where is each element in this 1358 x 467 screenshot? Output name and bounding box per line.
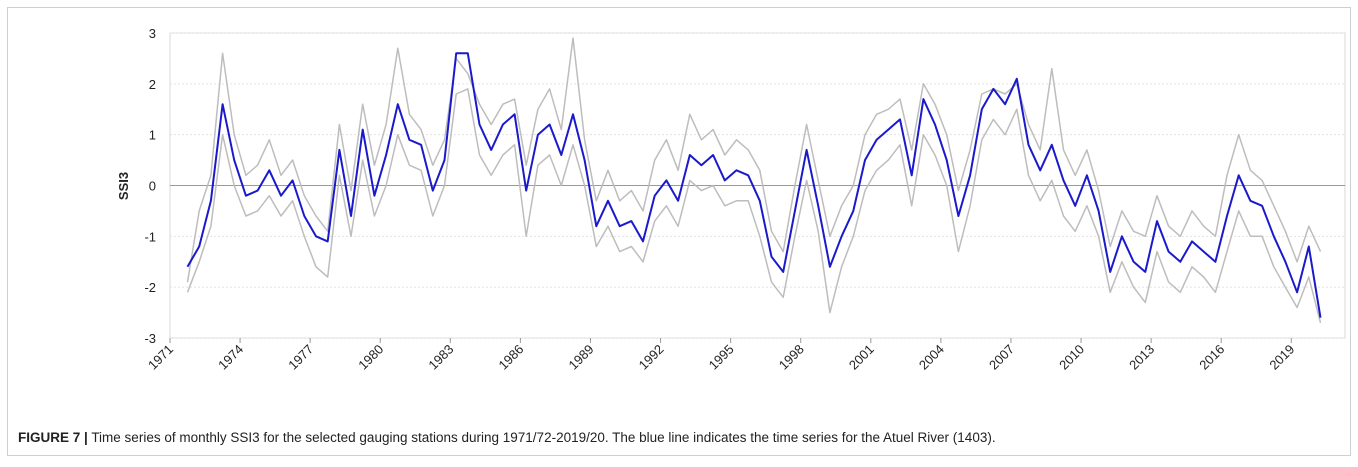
- y-tick-label: 3: [149, 26, 156, 41]
- figure-frame: [7, 7, 1351, 456]
- x-tick-label: 1980: [355, 342, 386, 373]
- y-tick-label: -1: [144, 229, 156, 244]
- caption-text: Time series of monthly SSI3 for the sele…: [91, 430, 995, 445]
- y-tick-label: 1: [149, 128, 156, 143]
- x-tick-label: 1989: [566, 342, 597, 373]
- y-tick-label: -3: [144, 331, 156, 346]
- x-tick-label: 2007: [986, 342, 1017, 373]
- x-tick-label: 2019: [1266, 342, 1297, 373]
- series-line: [186, 52, 1322, 318]
- x-tick-label: 1974: [215, 342, 246, 373]
- x-tick-label: 2010: [1056, 342, 1087, 373]
- x-tick-label: 1998: [776, 342, 807, 373]
- y-tick-label: 0: [149, 179, 156, 194]
- x-tick-label: 1992: [636, 342, 667, 373]
- y-tick-label: 2: [149, 77, 156, 92]
- caption: FIGURE 7 | Time series of monthly SSI3 f…: [18, 430, 996, 445]
- caption-label: FIGURE 7 |: [18, 430, 88, 445]
- x-tick-label: 1977: [285, 342, 316, 373]
- series-line: [186, 37, 1322, 283]
- y-axis-label: SSI3: [116, 172, 131, 200]
- x-tick-label: 2013: [1126, 342, 1157, 373]
- x-tick-label: 1986: [495, 342, 526, 373]
- x-tick-label: 1995: [706, 342, 737, 373]
- y-tick-label: -2: [144, 280, 156, 295]
- x-tick-label: 2004: [916, 342, 947, 373]
- series-line: [186, 88, 1322, 323]
- x-tick-label: 2001: [846, 342, 877, 373]
- x-tick-label: 1971: [145, 342, 176, 373]
- x-tick-label: 1983: [425, 342, 456, 373]
- x-tick-label: 2016: [1196, 342, 1227, 373]
